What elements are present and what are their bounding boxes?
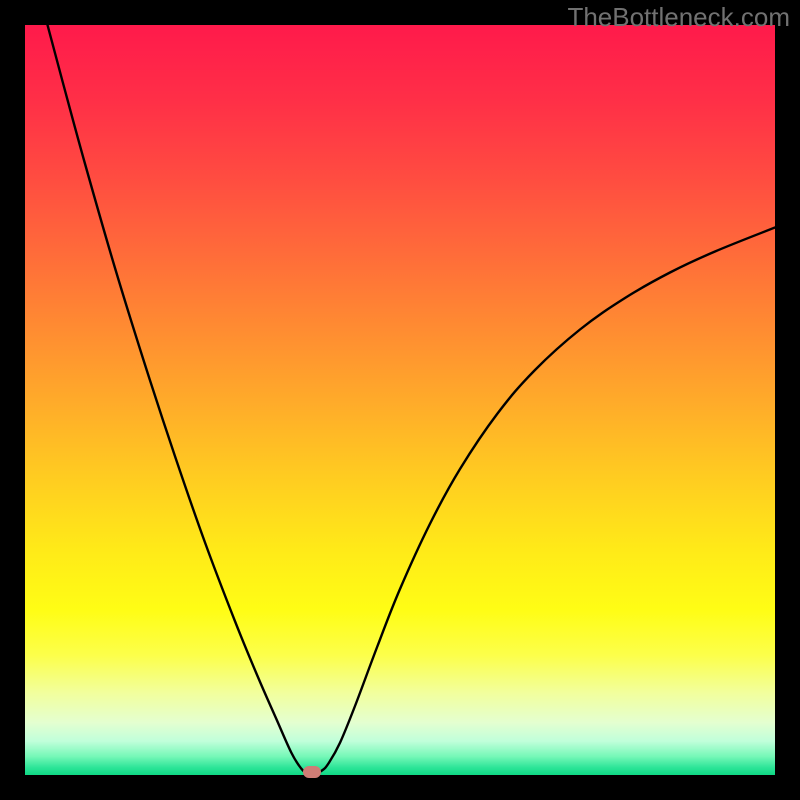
plot-area [25,25,775,775]
bottleneck-curve-path [48,25,776,773]
chart-stage: TheBottleneck.com [0,0,800,800]
curve-layer [25,25,775,775]
optimum-marker [303,766,321,778]
watermark-text: TheBottleneck.com [567,2,790,33]
